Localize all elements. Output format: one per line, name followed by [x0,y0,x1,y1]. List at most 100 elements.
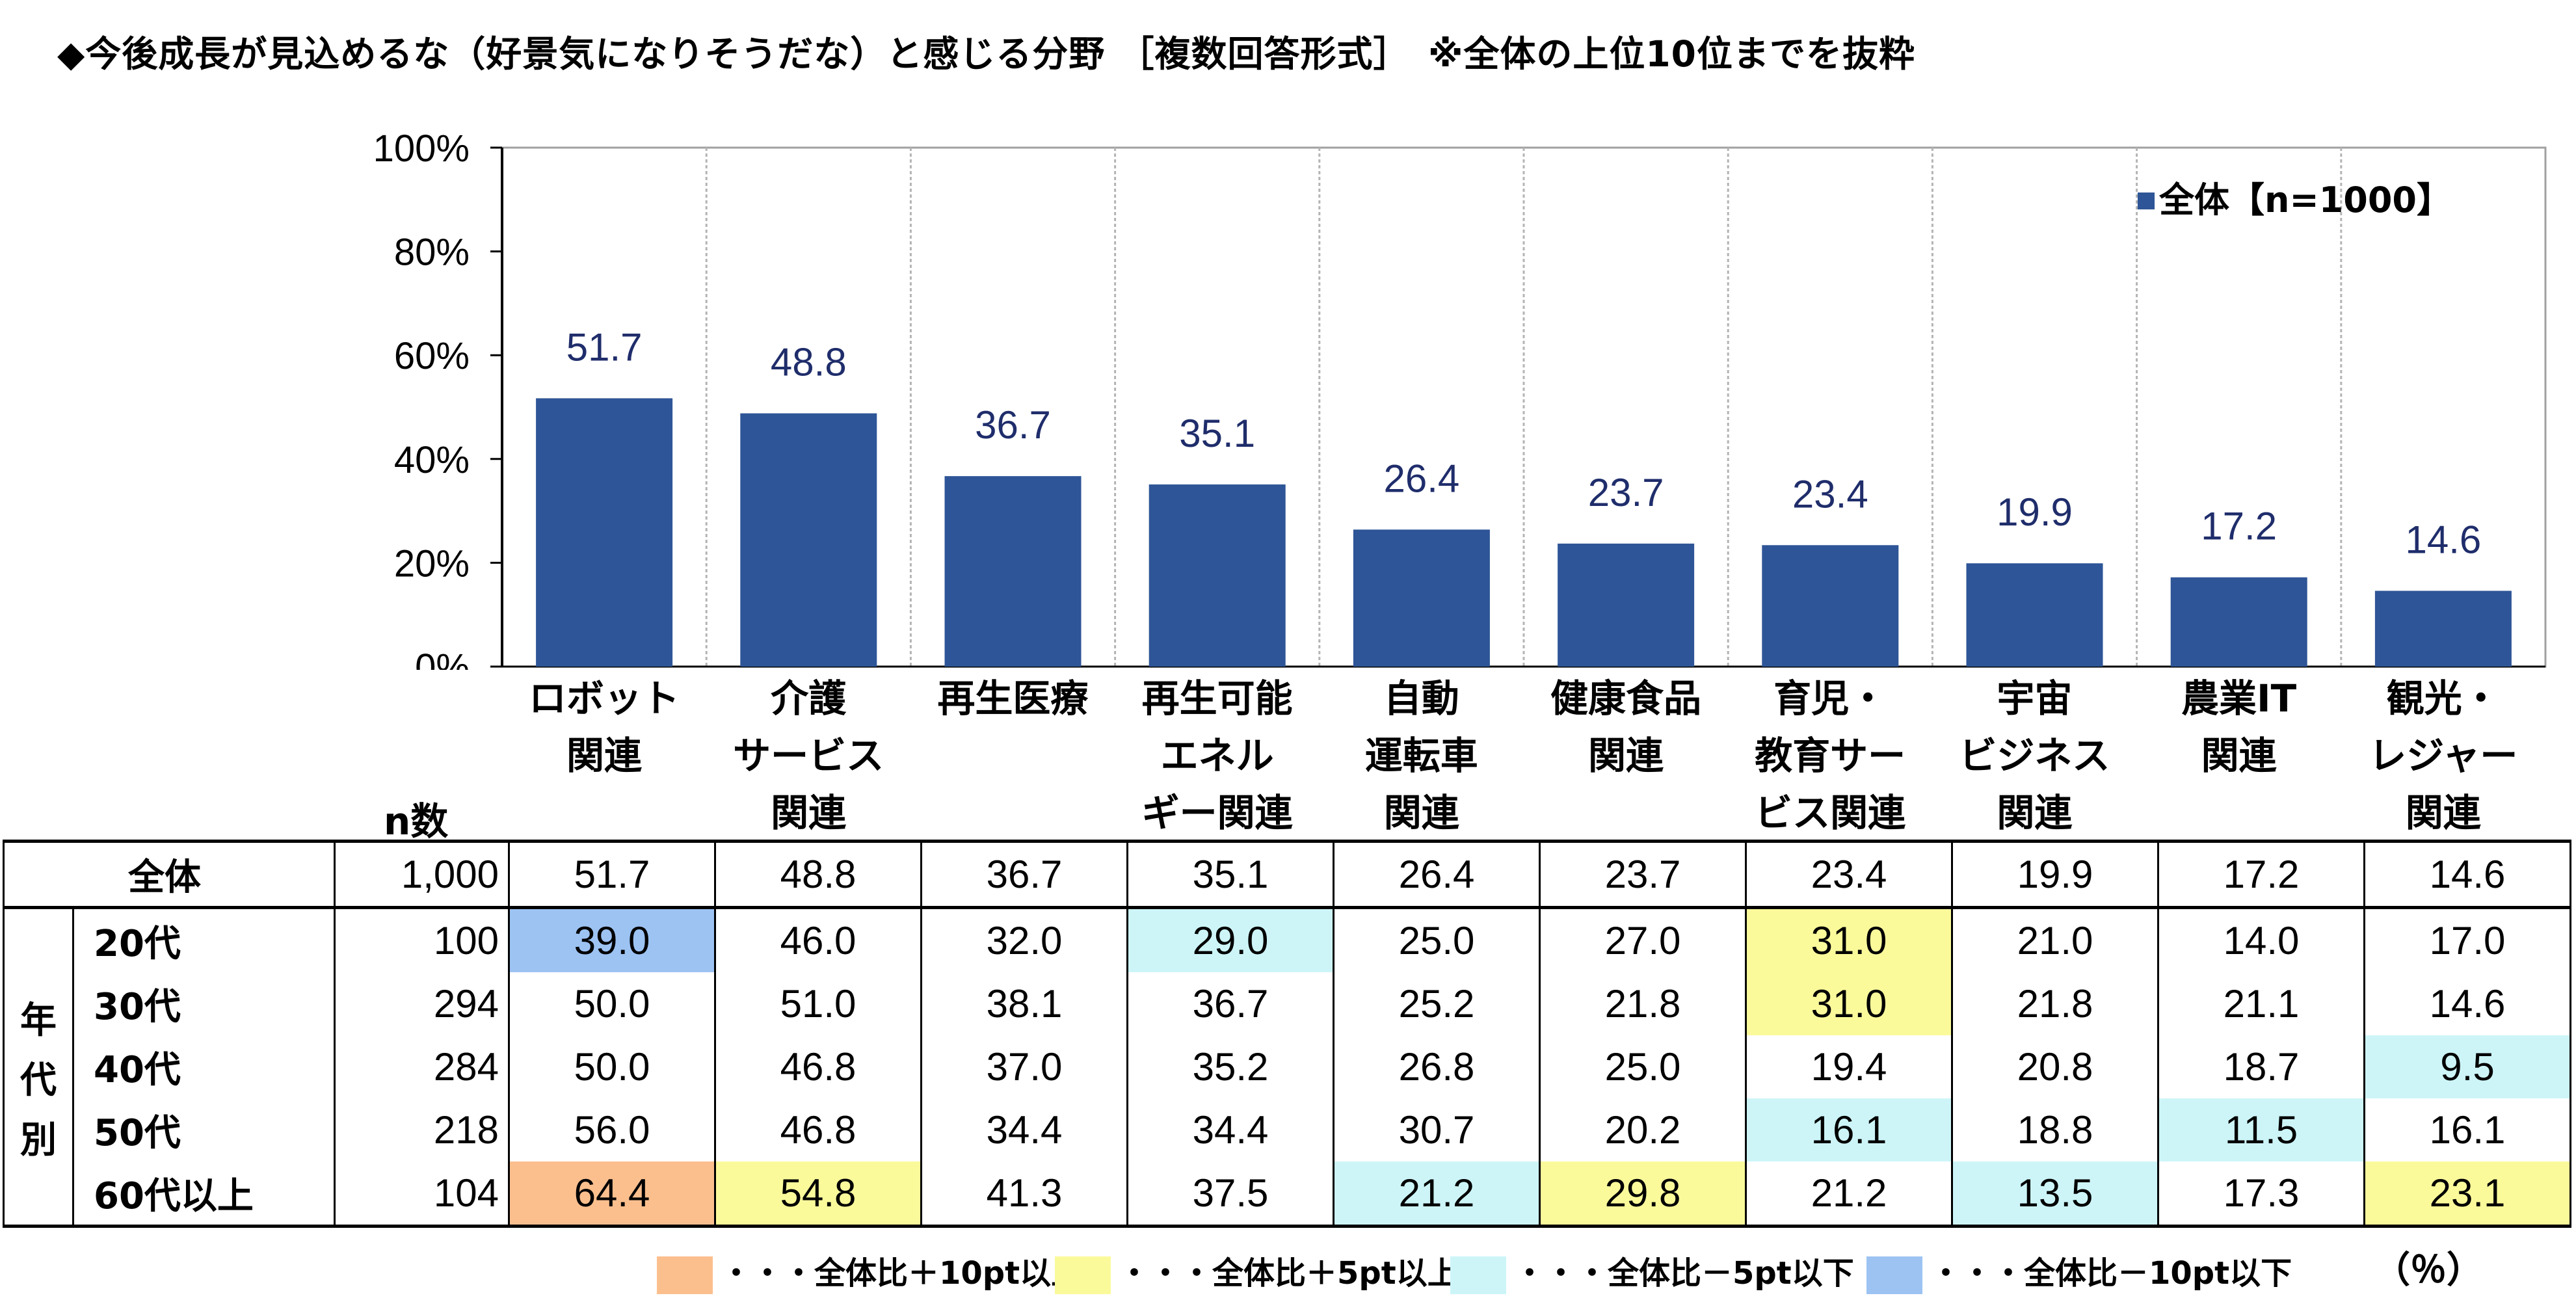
table-cell: 37.0 [920,1035,1128,1098]
data-label: 36.7 [975,403,1051,447]
y-tick-label: 40% [394,439,470,481]
table-cell: 26.8 [1333,1035,1541,1098]
highlight-legend-item: ・・・全体比－10pt以下 [1866,1247,2292,1294]
category-label: 介護 サービス 関連 [733,676,884,835]
table-cell: 17.3 [2157,1161,2365,1228]
table-cell: 56.0 [508,1098,716,1161]
table-cell: 21.0 [1951,907,2159,972]
table-cell: 31.0 [1745,907,1953,972]
highlight-swatch [1450,1256,1506,1294]
highlight-legend-text: ・・・全体比＋10pt以上 [721,1255,1083,1292]
n-value: 284 [334,1035,510,1098]
data-label: 23.4 [1792,472,1868,516]
category-label: 健康食品 関連 [1550,676,1701,778]
table-cell: 14.6 [2363,972,2571,1035]
table-cell: 21.1 [2157,972,2365,1035]
table-cell: 21.2 [1745,1161,1953,1228]
table-cell: 54.8 [714,1161,922,1228]
highlight-legend-item: ・・・全体比＋5pt以上 [1055,1247,1459,1294]
legend-label: 全体【n=1000】 [2158,179,2452,220]
table-cell: 34.4 [1126,1098,1334,1161]
chart-title: ◆今後成長が見込めるな（好景気になりそうだな）と感じる分野 ［複数回答形式］ ※… [57,33,1915,75]
table-cell: 46.8 [714,1035,922,1098]
table-row: 40代 284 50.0 46.8 37.0 35.2 26.8 25.0 19.4 20.8 18… [4,1035,2571,1098]
bar [2374,590,2512,667]
y-tick-label: 60% [394,335,470,377]
table-cell: 46.0 [714,907,922,972]
table-cell: 19.4 [1745,1035,1953,1098]
y-tick-label: 20% [394,542,470,585]
table-cell: 38.1 [920,972,1128,1035]
row-label: 30代 [72,972,336,1035]
table-cell: 19.9 [1951,840,2159,909]
n-value: 1,000 [334,840,510,909]
data-label: 19.9 [1997,490,2073,534]
bar-chart: 0% 20% 40% 60% 80% 100% 51.7 48.8 36.7 35.1 26.4 23… [373,127,2547,670]
n-value: 218 [334,1098,510,1161]
data-label: 51.7 [566,325,643,369]
table-cell: 21.2 [1333,1161,1541,1228]
table-cell: 29.0 [1126,907,1334,972]
data-label: 23.7 [1588,471,1664,514]
highlight-swatch [1866,1256,1922,1294]
table-cell: 17.2 [2157,840,2365,909]
table-cell: 39.0 [508,907,716,972]
table-cell: 31.0 [1745,972,1953,1035]
table-row: 50代 218 56.0 46.8 34.4 34.4 30.7 20.2 16.1 18.8 11… [4,1098,2571,1161]
data-label: 26.4 [1384,457,1460,500]
category-label: 育児・ 教育サー ビス関連 [1755,676,1906,835]
category-label: 再生医療 [937,676,1089,721]
table-cell: 50.0 [508,1035,716,1098]
y-tick-label: 100% [373,127,470,170]
category-label: 再生可能 エネル ギー関連 [1141,676,1293,835]
category-label: 農業IT 関連 [2181,676,2297,778]
category-label: 宇宙 ビジネス 関連 [1959,676,2110,835]
data-label: 17.2 [2201,505,2277,548]
bar [536,398,673,667]
bar [1149,484,1286,667]
category-label: ロボット 関連 [528,676,680,778]
table-cell: 18.8 [1951,1098,2159,1161]
table-cell: 16.1 [1745,1098,1953,1161]
bar [2170,577,2307,667]
data-label: 48.8 [771,341,847,384]
y-tick-label: 0% [415,646,470,670]
table-row-overall: 全体 1,000 51.7 48.8 36.7 35.1 26.4 23.7 23.4 19.9 1… [3,840,2571,909]
highlight-legend-item: ・・・全体比－5pt以下 [1450,1247,1854,1294]
table-cell: 25.2 [1333,972,1541,1035]
table-cell: 35.2 [1126,1035,1334,1098]
bar [1762,545,1899,667]
n-header: n数 [384,799,449,843]
highlight-swatch [657,1256,713,1294]
table-cell: 9.5 [2363,1035,2571,1098]
table-row: 60代以上 104 64.4 54.8 41.3 37.5 21.2 29.8 21.2 13.5… [4,1161,2571,1228]
category-label: 観光・ レジャー 関連 [2369,676,2518,835]
row-label: 60代以上 [72,1161,336,1228]
table-cell: 21.8 [1539,972,1747,1035]
group-label: 年代別 [3,907,74,1228]
row-label: 20代 [72,907,336,972]
highlight-swatch [1055,1256,1111,1294]
table-cell: 51.0 [714,972,922,1035]
table-cell: 35.1 [1126,840,1334,909]
table-cell: 36.7 [920,840,1128,909]
row-label: 50代 [72,1098,336,1161]
table-cell: 50.0 [508,972,716,1035]
table-cell: 64.4 [508,1161,716,1228]
n-value: 100 [334,907,510,972]
table-cell: 17.0 [2363,907,2571,972]
table-cell: 20.2 [1539,1098,1747,1161]
row-label: 40代 [72,1035,336,1098]
table-cell: 25.0 [1539,1035,1747,1098]
category-label: 自動 運転車 関連 [1364,676,1478,835]
bar [740,413,877,667]
bar [1558,543,1695,667]
bar [944,476,1082,667]
data-label: 14.6 [2406,518,2482,561]
table-cell: 20.8 [1951,1035,2159,1098]
row-label: 全体 [3,840,336,909]
table-cell: 18.7 [2157,1035,2365,1098]
y-tick-label: 80% [394,232,470,274]
highlight-legend-item: ・・・全体比＋10pt以上 [657,1247,1082,1294]
